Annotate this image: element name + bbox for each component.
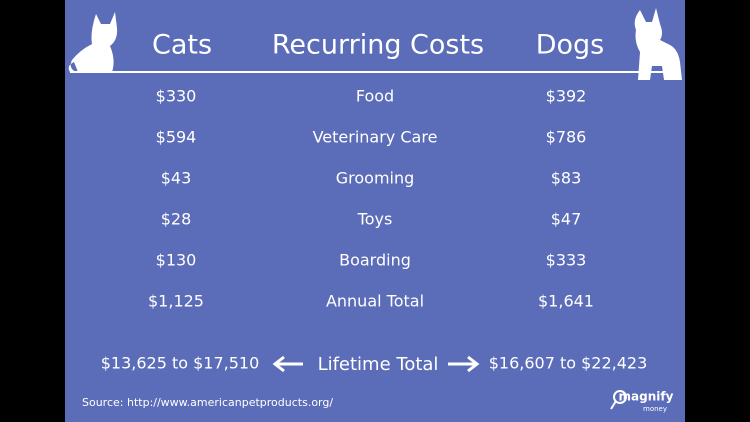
cat-cost: $43 (161, 169, 192, 188)
cost-label: Boarding (339, 251, 411, 270)
cat-cost: $130 (156, 251, 197, 270)
dog-cost: $333 (546, 251, 587, 270)
dog-cost: $392 (546, 87, 587, 106)
cost-label: Grooming (336, 169, 415, 188)
table: $330 Food $392 $594 Veterinary Care $786 $43 Gr… (148, 87, 594, 311)
cats-header: Cats (152, 30, 212, 61)
cat-silhouette (68, 12, 118, 72)
dog-cost: $83 (551, 169, 582, 188)
logo-icon-handle (610, 400, 617, 410)
cat-cost: $594 (156, 128, 197, 147)
dog-cost: $47 (551, 210, 582, 229)
arrow-left (272, 355, 303, 373)
cost-label: Toys (357, 210, 393, 229)
cat-cost: $1,125 (148, 292, 204, 311)
dogs-lifetime: $16,607 to $22,423 (489, 354, 648, 373)
cats-lifetime: $13,625 to $17,510 (101, 354, 260, 373)
arrow-right (448, 355, 480, 373)
title: Recurring Costs (272, 30, 484, 61)
cat-cost: $330 (156, 87, 197, 106)
source: Source: http://www.americanpetproducts.o… (82, 396, 333, 409)
dog-cost: $1,641 (538, 292, 594, 311)
logo-text: magnify (619, 390, 674, 404)
logo-icon (613, 390, 627, 404)
cat-cost: $28 (161, 210, 192, 229)
cost-label: Food (356, 87, 394, 106)
dogs-header: Dogs (536, 30, 605, 61)
cost-label: Veterinary Care (313, 128, 438, 147)
lifetime-label: Lifetime Total (318, 354, 439, 375)
panel (65, 0, 685, 422)
dog-silhouette (634, 8, 682, 80)
cost-label: Annual Total (326, 292, 424, 311)
logo-subtext: money (643, 405, 667, 413)
dog-cost: $786 (546, 128, 587, 147)
